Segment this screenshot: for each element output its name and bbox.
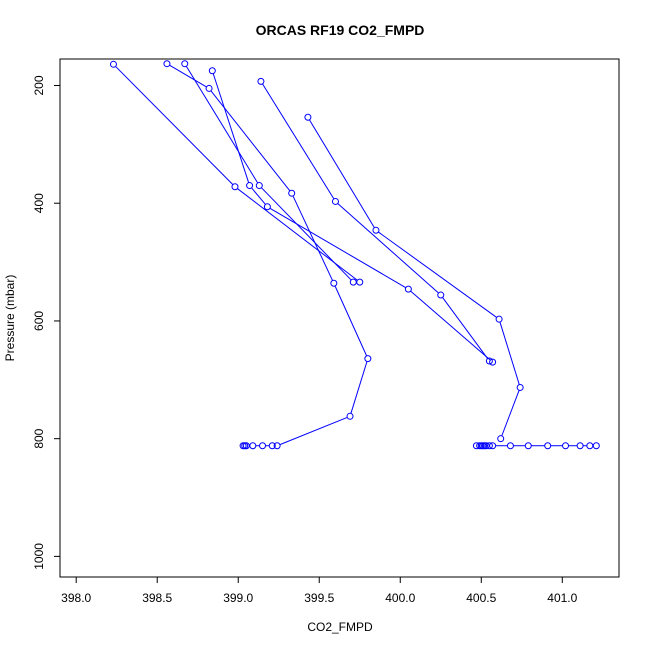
chart-title: ORCAS RF19 CO2_FMPD <box>256 22 425 38</box>
data-point <box>239 442 247 450</box>
x-tick-label: 400.5 <box>466 591 496 605</box>
data-point <box>524 442 532 450</box>
series-segment <box>251 187 266 205</box>
data-point <box>516 383 524 391</box>
data-point <box>304 113 312 121</box>
data-point <box>208 67 216 75</box>
data-point <box>489 442 497 450</box>
data-point <box>246 182 254 190</box>
data-point <box>263 203 271 211</box>
y-tick-label: 1000 <box>32 543 46 570</box>
data-point <box>592 442 600 450</box>
data-point <box>346 412 354 420</box>
series-8 <box>472 442 600 450</box>
data-point <box>485 442 493 450</box>
series-segment <box>337 203 439 294</box>
data-point <box>163 60 171 68</box>
data-point <box>586 442 594 450</box>
series-6 <box>257 77 493 365</box>
x-tick-label: 401.0 <box>547 591 577 605</box>
x-tick-label: 399.0 <box>223 591 253 605</box>
x-tick-label: 399.5 <box>304 591 334 605</box>
series-layer <box>109 60 600 450</box>
data-point <box>331 197 339 205</box>
data-point <box>506 442 514 450</box>
x-tick-label: 400.0 <box>385 591 415 605</box>
series-segment <box>350 361 368 414</box>
data-point <box>330 279 338 287</box>
series-segment <box>115 66 234 185</box>
series-2 <box>239 442 276 450</box>
data-point <box>205 84 213 92</box>
axes-layer: 398.0 398.5 399.0 399.5 400.0 400.5 401.0 200 40… <box>32 75 577 605</box>
series-segment <box>210 90 291 192</box>
series-segment <box>185 66 259 184</box>
data-point <box>268 442 276 450</box>
series-segment <box>169 64 207 88</box>
y-tick-label: 600 <box>32 311 46 331</box>
data-point <box>181 60 189 68</box>
data-point <box>356 278 364 286</box>
data-point <box>349 278 357 286</box>
data-point <box>109 60 117 68</box>
data-point <box>562 442 570 450</box>
x-axis-label: CO2_FMPD <box>307 620 373 634</box>
data-point <box>364 355 372 363</box>
series-segment <box>501 390 520 437</box>
data-point <box>495 315 503 323</box>
data-point <box>485 357 493 365</box>
series-segment <box>334 285 368 357</box>
y-tick-label: 200 <box>32 75 46 95</box>
x-tick-label: 398.0 <box>61 591 91 605</box>
series-segment <box>292 195 334 281</box>
series-5 <box>208 67 497 366</box>
data-point <box>437 291 445 299</box>
series-segment <box>262 83 335 200</box>
data-point <box>372 226 380 234</box>
series-segment <box>410 290 491 361</box>
series-segment <box>279 416 348 446</box>
data-point <box>544 442 552 450</box>
data-point <box>231 183 239 191</box>
data-point <box>273 442 281 450</box>
series-3 <box>109 60 364 286</box>
series-segment <box>499 321 520 385</box>
series-segment <box>378 231 497 318</box>
series-7 <box>304 113 524 443</box>
data-point <box>576 442 584 450</box>
y-axis-label: Pressure (mbar) <box>3 275 17 362</box>
series-segment <box>309 119 375 228</box>
data-point <box>489 358 497 366</box>
series-segment <box>269 207 407 289</box>
series-segment <box>212 73 250 183</box>
data-point <box>497 435 505 443</box>
data-point <box>255 182 263 190</box>
data-point <box>404 285 412 293</box>
plot-frame <box>59 58 620 578</box>
data-point <box>249 442 257 450</box>
y-tick-label: 800 <box>32 428 46 448</box>
series-segment <box>442 297 488 359</box>
y-tick-label: 400 <box>32 193 46 213</box>
series-1 <box>163 60 372 450</box>
data-point <box>257 77 265 85</box>
x-tick-label: 398.5 <box>142 591 172 605</box>
data-point <box>288 189 296 197</box>
series-4 <box>181 60 357 286</box>
series-segment <box>261 187 352 281</box>
data-point <box>259 442 267 450</box>
series-segment <box>237 188 358 281</box>
